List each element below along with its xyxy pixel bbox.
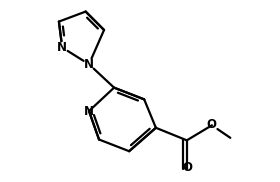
Text: N: N <box>57 41 67 54</box>
Text: O: O <box>183 161 193 174</box>
Text: N: N <box>84 58 94 71</box>
Text: N: N <box>84 105 94 118</box>
Text: O: O <box>207 118 216 131</box>
